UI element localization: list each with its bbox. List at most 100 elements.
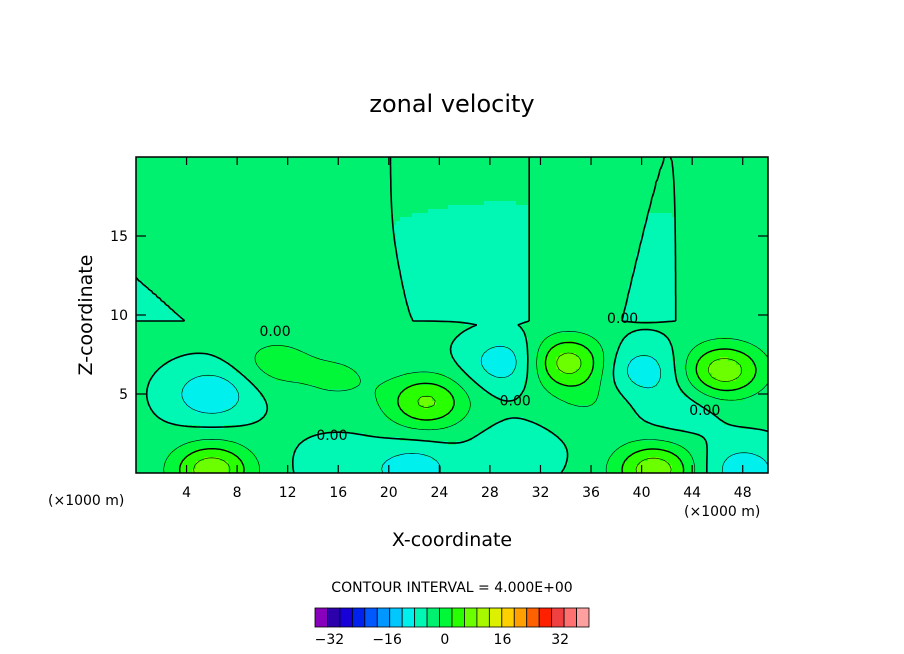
field-cell	[700, 273, 705, 278]
field-cell	[488, 173, 493, 178]
field-cell	[344, 157, 349, 162]
field-cell	[764, 181, 768, 186]
field-cell	[528, 257, 533, 262]
field-cell	[656, 277, 661, 282]
field-cell	[724, 173, 729, 178]
field-cell	[244, 269, 249, 274]
field-cell	[480, 269, 485, 274]
field-cell	[496, 173, 501, 178]
field-cell	[160, 233, 165, 238]
field-cell	[344, 245, 349, 250]
field-cell	[496, 253, 501, 258]
field-cell	[228, 257, 233, 262]
field-cell	[556, 181, 561, 186]
field-cell	[484, 241, 489, 246]
field-cell	[580, 201, 585, 206]
field-cell	[272, 241, 277, 246]
field-cell	[244, 265, 249, 270]
field-cell	[728, 253, 733, 258]
field-cell	[712, 221, 717, 226]
field-cell	[276, 205, 281, 210]
field-cell	[428, 177, 433, 182]
field-cell	[628, 221, 633, 226]
field-cell	[300, 173, 305, 178]
field-cell	[480, 169, 485, 174]
field-cell	[456, 261, 461, 266]
field-cell	[288, 217, 293, 222]
field-cell	[184, 169, 189, 174]
field-cell	[704, 169, 709, 174]
field-cell	[360, 273, 365, 278]
field-cell	[412, 169, 417, 174]
field-cell	[308, 233, 313, 238]
field-cell	[320, 209, 325, 214]
field-cell	[440, 257, 445, 262]
field-cell	[228, 265, 233, 270]
field-cell	[320, 273, 325, 278]
field-cell	[468, 269, 473, 274]
field-cell	[544, 241, 549, 246]
field-cell	[248, 169, 253, 174]
field-cell	[640, 253, 645, 258]
field-cell	[312, 161, 317, 166]
field-cell	[200, 185, 205, 190]
field-cell	[320, 217, 325, 222]
field-cell	[196, 277, 201, 282]
field-cell	[312, 189, 317, 194]
field-cell	[736, 181, 741, 186]
field-cell	[168, 181, 173, 186]
field-cell	[560, 277, 565, 282]
field-cell	[160, 181, 165, 186]
field-cell	[752, 173, 757, 178]
field-cell	[724, 233, 729, 238]
field-cell	[476, 273, 481, 278]
field-cell	[556, 245, 561, 250]
field-cell	[692, 253, 697, 258]
field-cell	[164, 257, 169, 262]
field-cell	[248, 229, 253, 234]
field-cell	[716, 201, 721, 206]
field-cell	[304, 277, 309, 282]
field-cell	[568, 213, 573, 218]
field-cell	[224, 189, 229, 194]
field-cell	[396, 253, 401, 258]
field-cell	[372, 169, 377, 174]
field-cell	[344, 229, 349, 234]
field-cell	[256, 277, 261, 282]
field-cell	[476, 229, 481, 234]
field-cell	[624, 217, 629, 222]
field-cell	[332, 221, 337, 226]
field-cell	[572, 185, 577, 190]
field-cell	[568, 165, 573, 170]
field-cell	[184, 281, 189, 286]
field-cell	[476, 177, 481, 182]
field-cell	[432, 281, 437, 286]
field-cell	[572, 213, 577, 218]
field-cell	[620, 265, 625, 270]
field-cell	[428, 205, 433, 210]
field-cell	[260, 173, 265, 178]
field-cell	[492, 269, 497, 274]
field-cell	[448, 165, 453, 170]
field-cell	[764, 257, 768, 262]
field-cell	[148, 205, 153, 210]
field-cell	[536, 249, 541, 254]
field-cell	[680, 213, 685, 218]
field-cell	[280, 221, 285, 226]
field-cell	[388, 253, 393, 258]
field-cell	[592, 241, 597, 246]
field-cell	[204, 185, 209, 190]
field-cell	[404, 261, 409, 266]
field-cell	[512, 185, 517, 190]
field-cell	[660, 169, 665, 174]
field-cell	[352, 277, 357, 282]
field-cell	[596, 173, 601, 178]
field-cell	[528, 233, 533, 238]
field-cell	[284, 193, 289, 198]
field-cell	[204, 165, 209, 170]
field-cell	[536, 185, 541, 190]
field-cell	[356, 281, 361, 286]
field-cell	[360, 205, 365, 210]
field-cell	[200, 257, 205, 262]
field-cell	[732, 201, 737, 206]
